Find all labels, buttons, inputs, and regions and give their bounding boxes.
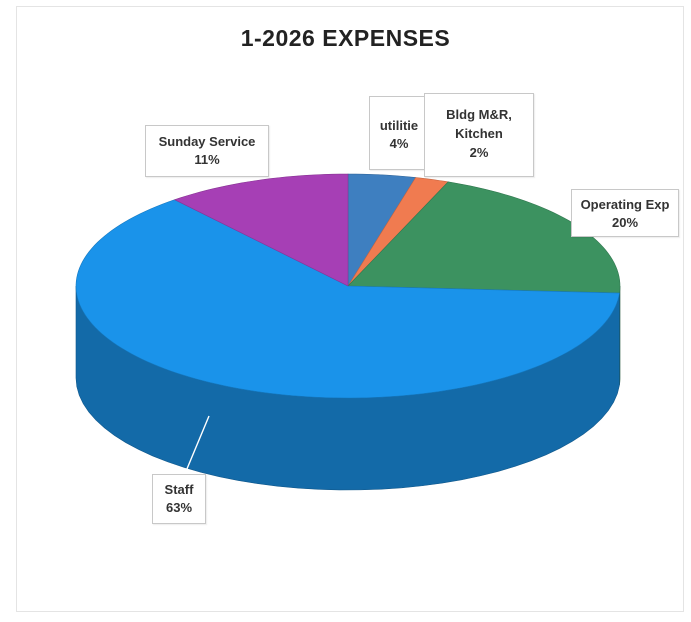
slice-value-bldg-mr-kitchen: 2%: [469, 145, 489, 160]
slice-label-sunday-service: Sunday Service 11%: [145, 125, 269, 177]
leader-lines: [183, 415, 210, 477]
chart-frame: [16, 6, 684, 612]
slice-name-bldg-mr-kitchen: Bldg M&R, Kitchen: [446, 107, 512, 141]
slice-utilities: [347, 173, 417, 288]
slice-label-utilities: utilitie 4%: [369, 96, 429, 170]
slice-bldg-m-r-kitchen: [347, 177, 449, 287]
slice-value-utilities: 4%: [389, 136, 409, 151]
slice-staff: [75, 199, 620, 399]
slice-label-staff: Staff 63%: [152, 474, 206, 524]
slice-name-operating-exp: Operating Exp: [580, 197, 670, 212]
leader-line-staff: [183, 415, 210, 477]
slice-value-sunday-service: 11%: [194, 152, 220, 167]
slice-value-staff: 63%: [165, 500, 193, 515]
slice-sunday-service: [173, 173, 349, 287]
slice-name-utilities: utilitie: [379, 118, 419, 133]
chart-title: 1-2026 EXPENSES: [240, 25, 451, 51]
pie-tops: [75, 173, 621, 399]
slice-label-operating-exp: Operating Exp 20%: [571, 189, 679, 237]
slice-name-staff: Staff: [164, 482, 194, 497]
slice-value-operating-exp: 20%: [611, 215, 639, 230]
slice-name-sunday-service: Sunday Service: [158, 134, 256, 149]
slice-label-bldg-mr-kitchen: Bldg M&R, Kitchen 2%: [424, 93, 534, 177]
